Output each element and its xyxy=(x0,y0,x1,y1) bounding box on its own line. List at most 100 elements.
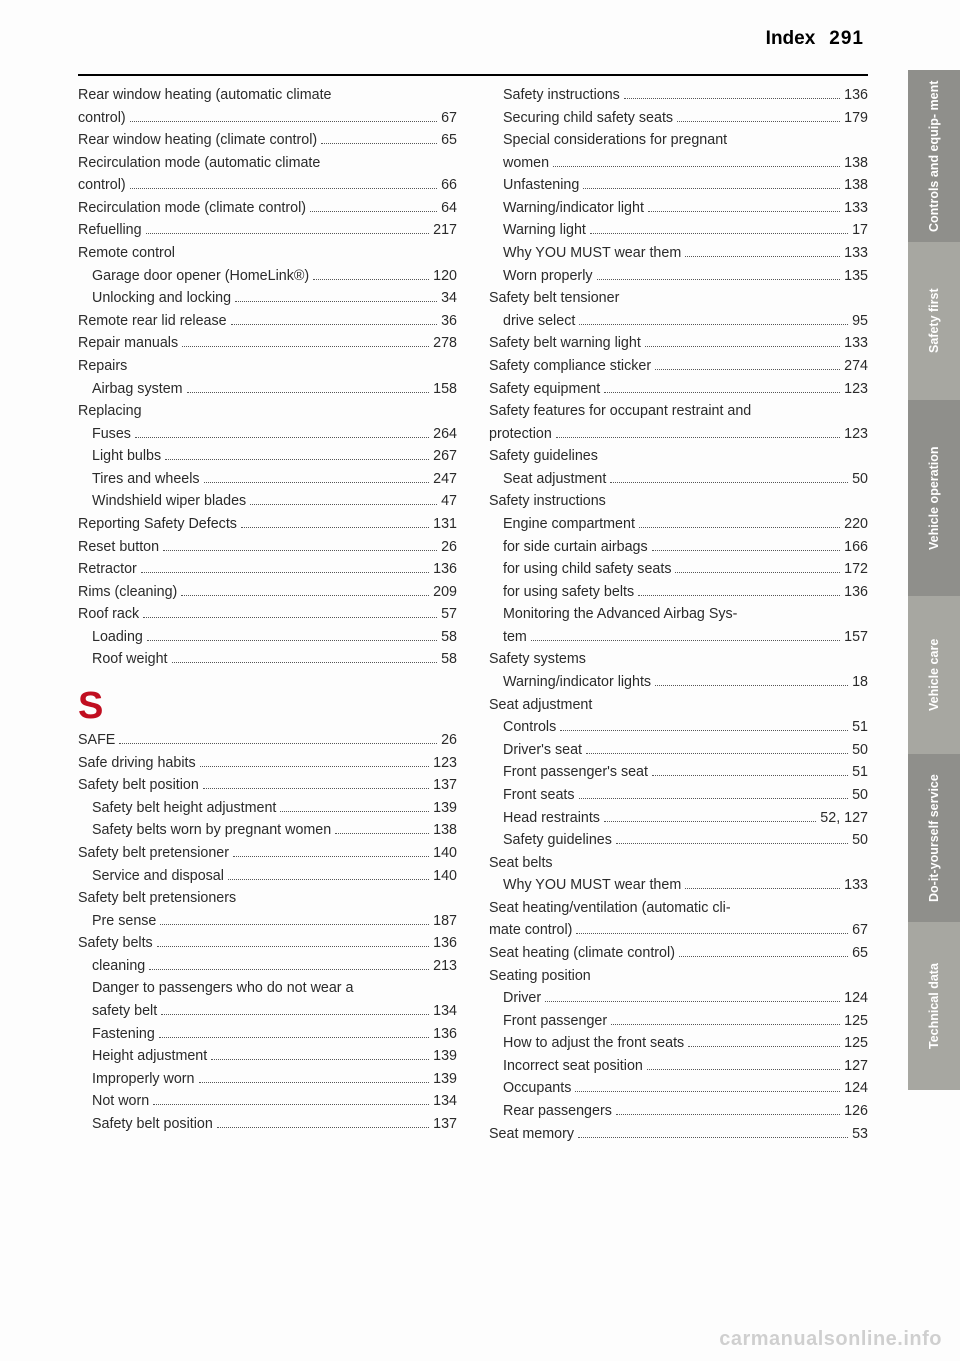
index-entry-leader xyxy=(553,157,840,167)
section-letter: S xyxy=(78,687,457,725)
index-entry-page: 26 xyxy=(441,536,457,559)
index-entry: Incorrect seat position127 xyxy=(489,1055,868,1078)
index-entry-leader xyxy=(675,563,840,573)
index-entry: for side curtain airbags 166 xyxy=(489,536,868,559)
index-entry-label: Securing child safety seats xyxy=(503,107,673,130)
index-entry: Seat heating/ventilation (automatic cli- xyxy=(489,897,868,920)
index-entry: Safety compliance sticker274 xyxy=(489,355,868,378)
index-entry: for using safety belts136 xyxy=(489,581,868,604)
index-entry-leader xyxy=(685,247,840,257)
index-entry-page: 157 xyxy=(844,626,868,649)
index-entry: Pre sense187 xyxy=(78,910,457,933)
index-entry: Windshield wiper blades47 xyxy=(78,490,457,513)
index-entry-label: Tires and wheels xyxy=(92,468,200,491)
index-entry-page: 139 xyxy=(433,797,457,820)
index-entry-page: 137 xyxy=(433,1113,457,1136)
index-entry: Driver's seat 50 xyxy=(489,739,868,762)
side-tab[interactable]: Do-it-yourself service xyxy=(908,754,960,922)
index-entry: control)66 xyxy=(78,174,457,197)
index-entry-page: 136 xyxy=(433,558,457,581)
index-entry-label: Incorrect seat position xyxy=(503,1055,643,1078)
index-entry-label: Danger to passengers who do not wear a xyxy=(92,977,353,1000)
index-entry-leader xyxy=(200,757,430,767)
side-tab[interactable]: Vehicle care xyxy=(908,596,960,754)
index-entry-label: for using child safety seats xyxy=(503,558,671,581)
index-entry-label: Head restraints xyxy=(503,807,600,830)
index-entry: Tires and wheels247 xyxy=(78,468,457,491)
index-entry-page: 139 xyxy=(433,1068,457,1091)
index-entry-leader xyxy=(217,1118,429,1128)
index-entry: Safety belt position137 xyxy=(78,774,457,797)
index-entry-leader xyxy=(679,947,848,957)
index-entry-label: safety belt xyxy=(92,1000,157,1023)
index-entry-label: for side curtain airbags xyxy=(503,536,648,559)
index-entry-label: Safety belt pretensioner xyxy=(78,842,229,865)
index-entry: Garage door opener (HomeLink®)120 xyxy=(78,265,457,288)
side-tab[interactable]: Controls and equip- ment xyxy=(908,70,960,242)
index-entry-page: 136 xyxy=(844,84,868,107)
index-entry-label: Driver's seat xyxy=(503,739,582,762)
index-entry: protection 123 xyxy=(489,423,868,446)
index-entry-page: 120 xyxy=(433,265,457,288)
index-entry-label: Airbag system xyxy=(92,378,183,401)
index-entry-leader xyxy=(685,879,840,889)
index-entry-page: 134 xyxy=(433,1090,457,1113)
index-entry: women138 xyxy=(489,152,868,175)
index-entry-leader xyxy=(147,631,437,641)
index-entry-label: Remote rear lid release xyxy=(78,310,227,333)
index-entry-label: SAFE xyxy=(78,729,115,752)
index-entry-page: 166 xyxy=(844,536,868,559)
index-entry-page: 50 xyxy=(852,739,868,762)
index-entry-label: Service and disposal xyxy=(92,865,224,888)
index-entry: Occupants124 xyxy=(489,1077,868,1100)
index-entry-label: Safety equipment xyxy=(489,378,600,401)
index-entry: Why YOU MUST wear them133 xyxy=(489,874,868,897)
index-entry: Front passenger's seat51 xyxy=(489,761,868,784)
index-entry: Safety belt pretensioner140 xyxy=(78,842,457,865)
index-entry-label: protection xyxy=(489,423,552,446)
index-entry-page: 138 xyxy=(844,174,868,197)
index-entry: Safety systems xyxy=(489,648,868,671)
index-entry-page: 123 xyxy=(844,423,868,446)
index-entry: Controls51 xyxy=(489,716,868,739)
side-tab[interactable]: Technical data xyxy=(908,922,960,1090)
index-entry-leader xyxy=(335,824,429,834)
index-entry: Remote control xyxy=(78,242,457,265)
index-entry-leader xyxy=(141,563,429,573)
header-rule xyxy=(78,74,868,76)
index-entry-page: 220 xyxy=(844,513,868,536)
index-entry-leader xyxy=(655,676,848,686)
header-page-number: 291 xyxy=(829,28,864,50)
index-entry-leader xyxy=(160,915,429,925)
index-entry-label: Seat adjustment xyxy=(489,694,592,717)
index-entry-leader xyxy=(313,270,429,280)
index-entry-label: Safety systems xyxy=(489,648,586,671)
index-entry-leader xyxy=(153,1095,429,1105)
index-entry-page: 187 xyxy=(433,910,457,933)
index-entry: Safety belts136 xyxy=(78,932,457,955)
index-entry-label: mate control) xyxy=(489,919,572,942)
index-entry-leader xyxy=(590,224,848,234)
index-entry-label: control) xyxy=(78,174,126,197)
index-entry-page: 134 xyxy=(433,1000,457,1023)
index-entry: Repairs xyxy=(78,355,457,378)
index-entry-label: Why YOU MUST wear them xyxy=(503,874,681,897)
side-tab[interactable]: Safety first xyxy=(908,242,960,400)
index-entry: Safety guidelines50 xyxy=(489,829,868,852)
index-entry-leader xyxy=(235,292,437,302)
index-entry: Safety belts worn by pregnant women138 xyxy=(78,819,457,842)
side-tab[interactable]: Vehicle operation xyxy=(908,400,960,596)
index-entry: Safety instructions 136 xyxy=(489,84,868,107)
index-entry-leader xyxy=(161,1005,429,1015)
index-entry-leader xyxy=(578,1128,848,1138)
index-entry-page: 18 xyxy=(852,671,868,694)
index-entry-leader xyxy=(250,495,437,505)
index-entry: safety belt 134 xyxy=(78,1000,457,1023)
index-entry-label: Controls xyxy=(503,716,556,739)
index-entry-leader xyxy=(639,518,840,528)
index-entry: Front passenger125 xyxy=(489,1010,868,1033)
index-entry-label: Safety instructions xyxy=(503,84,620,107)
index-entry-label: for using safety belts xyxy=(503,581,634,604)
index-entry-leader xyxy=(149,960,429,970)
index-entry: for using child safety seats172 xyxy=(489,558,868,581)
